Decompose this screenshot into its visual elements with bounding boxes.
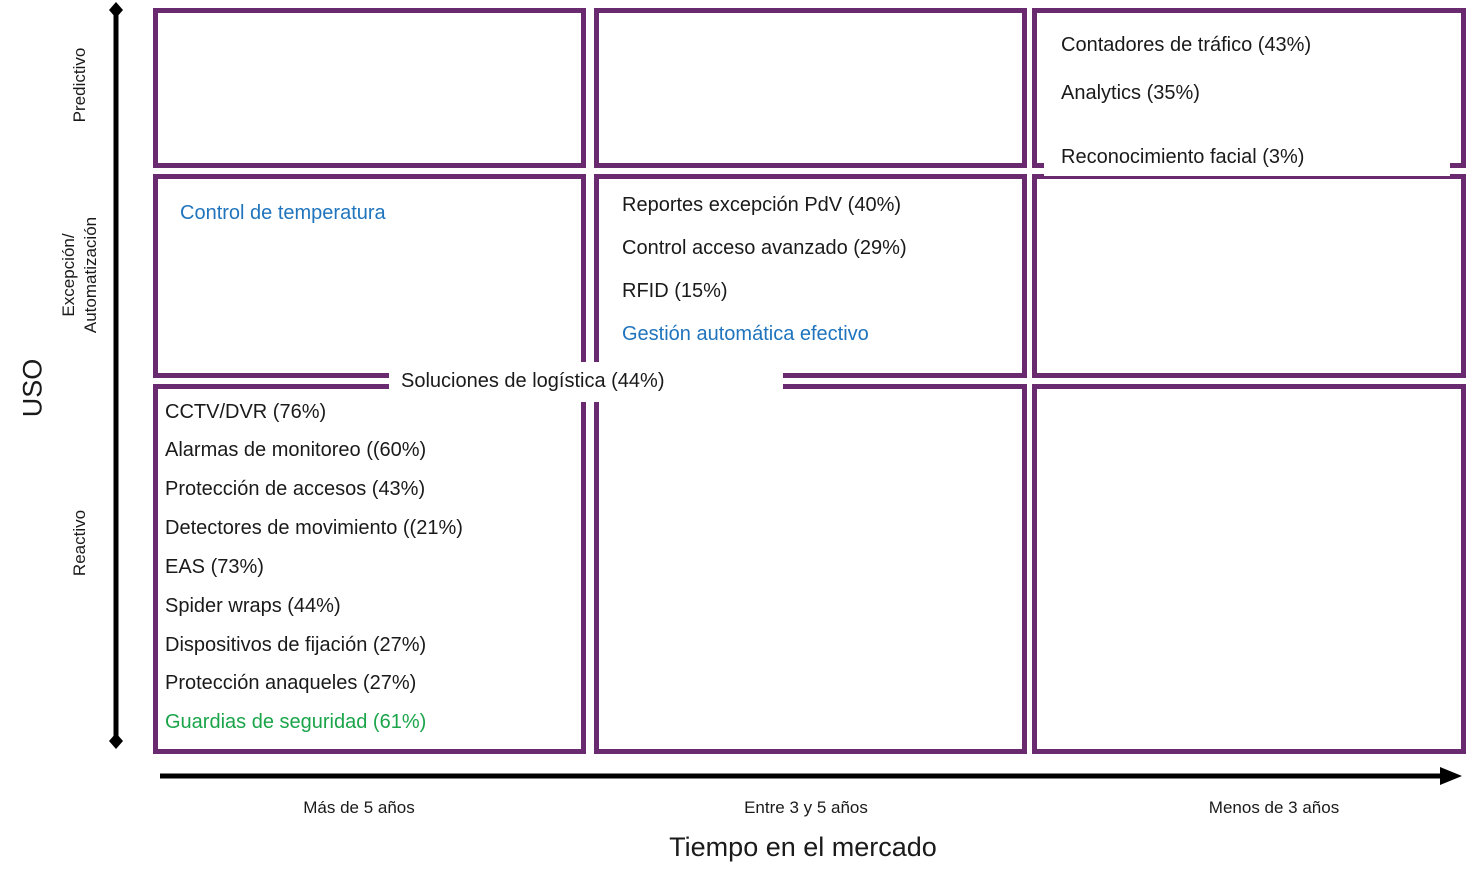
item-contadores: Contadores de tráfico (43%) <box>1061 34 1312 56</box>
cell-predictivo-3a5 <box>594 8 1027 168</box>
cell-reactivo-3a5 <box>594 384 1027 754</box>
item-rfid: RFID (15%) <box>622 280 728 302</box>
item-gestion-efectivo: Gestión automática efectivo <box>622 323 869 345</box>
item-analytics: Analytics (35%) <box>1061 82 1200 104</box>
xlabel-menos3: Menos de 3 años <box>1208 798 1340 817</box>
y-axis-top-diamond <box>109 2 123 18</box>
cell-predictivo-mas5 <box>153 8 586 168</box>
item-control-acceso: Control acceso avanzado (29%) <box>622 237 907 259</box>
facial-bridge <box>1044 144 1450 176</box>
cell-excepcion-3a5 <box>594 174 1027 378</box>
cell-reactivo-mas5 <box>153 384 586 754</box>
cell-excepcion-menos3 <box>1032 174 1466 378</box>
xlabel-mas5: Más de 5 años <box>303 798 415 817</box>
x-axis-arrowhead <box>1440 767 1462 785</box>
cell-excepcion-mas5 <box>153 174 586 378</box>
y-axis-title: USO <box>17 358 48 418</box>
item-alarmas: Alarmas de monitoreo ((60%) <box>165 439 427 461</box>
cell-reactivo-menos3 <box>1032 384 1466 754</box>
item-proteccion-accesos: Protección de accesos (43%) <box>165 478 426 500</box>
item-soluciones-logistica: Soluciones de logística (44%) <box>389 362 783 402</box>
item-detectores: Detectores de movimiento ((21%) <box>165 517 463 539</box>
ylabel-predictivo: Predictivo <box>70 47 89 123</box>
item-eas: EAS (73%) <box>165 556 264 578</box>
x-axis-title: Tiempo en el mercado <box>669 832 937 862</box>
xlabel-3a5: Entre 3 y 5 años <box>744 798 868 817</box>
item-proteccion-anaqueles: Protección anaqueles (27%) <box>165 672 417 694</box>
item-control-temperatura: Control de temperatura <box>180 202 386 224</box>
ylabel-reactivo: Reactivo <box>70 509 89 577</box>
item-reportes-excepcion: Reportes excepción PdV (40%) <box>622 194 902 216</box>
ylabel-excepcion: Excepción/ Automatización <box>59 216 100 334</box>
item-guardias: Guardias de seguridad (61%) <box>165 711 427 733</box>
item-dispositivos-fijacion: Dispositivos de fijación (27%) <box>165 634 427 656</box>
item-reconocimiento-facial: Reconocimiento facial (3%) <box>1061 146 1305 168</box>
item-cctv: CCTV/DVR (76%) <box>165 401 327 423</box>
y-axis-bottom-diamond <box>109 733 123 749</box>
item-spider-wraps: Spider wraps (44%) <box>165 595 341 617</box>
